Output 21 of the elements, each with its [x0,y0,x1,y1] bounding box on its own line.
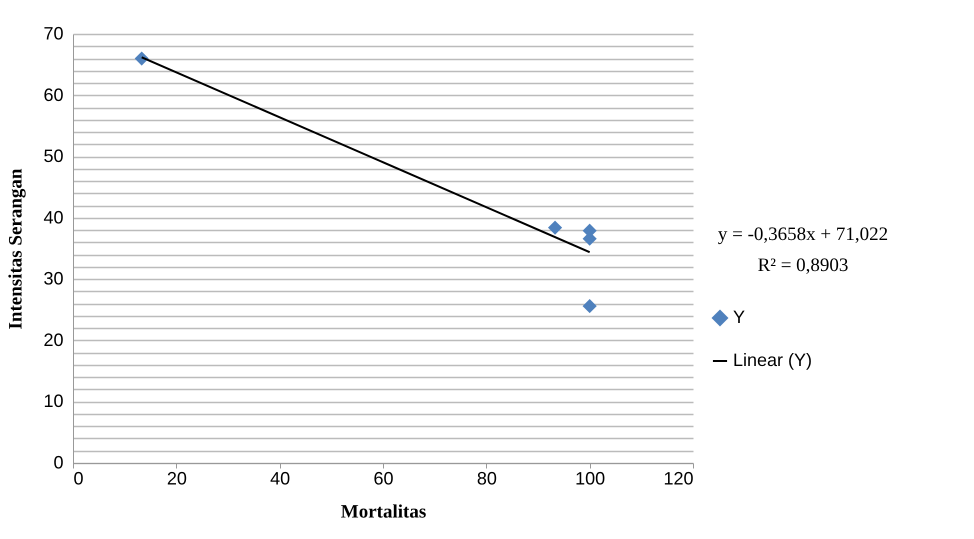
x-tick-label: 100 [575,468,606,488]
y-tick-label: 50 [43,146,64,166]
y-tick-label: 60 [43,84,64,105]
y-tick-label: 70 [43,24,64,44]
text: R² = 0,8903 [758,255,848,276]
x-tick-label: 120 [663,468,694,488]
y-tick-label: 0 [53,452,64,472]
y-tick-label: 30 [43,268,64,289]
legend-label: Y [733,307,746,327]
x-tick-label: 60 [373,468,394,488]
x-tick-label: 40 [270,468,290,488]
x-axis-title: Mortalitas [340,502,426,522]
text: y = -0,3658x + 71,022 [718,224,888,245]
x-tick-label: 0 [74,468,84,488]
y-tick-label: 20 [43,330,64,350]
x-tick-label: 20 [166,468,187,488]
y-tick-label: 40 [43,207,64,228]
y-axis-title: Intensitas Serangan [5,168,26,330]
x-tick-label: 80 [476,468,497,488]
y-tick-label: 10 [43,391,64,412]
legend-label: Linear (Y) [733,350,812,370]
